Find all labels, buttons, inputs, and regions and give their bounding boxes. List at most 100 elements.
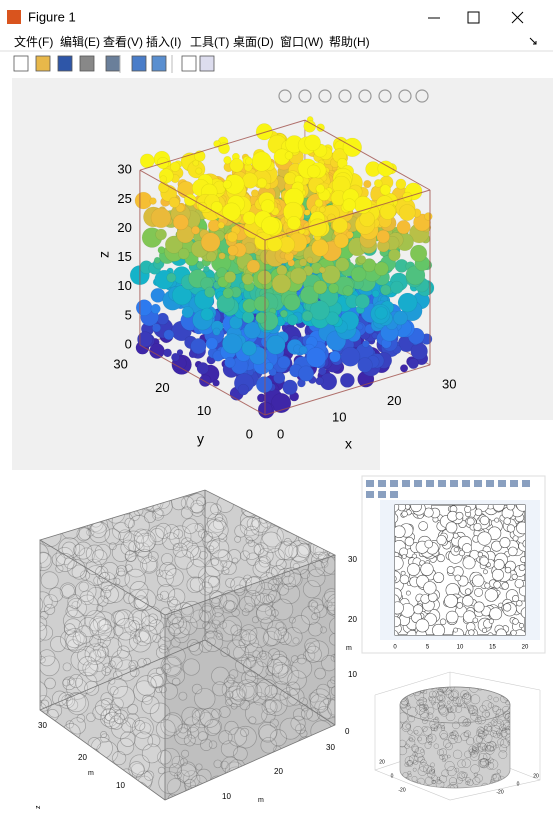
toolbar-button[interactable] — [131, 55, 147, 72]
axes-tool[interactable] — [318, 89, 332, 103]
sphere — [150, 207, 172, 229]
toolbar-button[interactable] — [79, 55, 95, 72]
bubble — [239, 633, 259, 653]
bubble — [298, 759, 310, 771]
bubble — [412, 751, 418, 757]
bubble — [465, 736, 475, 746]
bubble — [132, 610, 147, 625]
sphere — [192, 159, 200, 167]
sphere — [139, 153, 155, 169]
toolbar-button[interactable] — [13, 55, 29, 72]
bubble — [461, 702, 467, 709]
menu-item[interactable]: 桌面(D) — [233, 35, 274, 49]
axes-tool[interactable] — [415, 89, 429, 103]
section-circle — [455, 511, 464, 520]
toolbar-button[interactable] — [151, 55, 167, 72]
axes-tool[interactable] — [378, 89, 392, 103]
bubble — [422, 726, 433, 736]
tool-icon[interactable] — [378, 480, 386, 487]
bubble — [324, 786, 335, 797]
bubble — [78, 581, 89, 592]
bubble — [468, 748, 476, 756]
sphere — [361, 340, 370, 348]
section-circle — [495, 628, 507, 635]
bubble — [174, 771, 182, 780]
tool-icon[interactable] — [426, 480, 434, 487]
bubble — [61, 541, 77, 557]
section-circle — [415, 618, 430, 633]
bubble — [51, 784, 60, 792]
toolbar-button[interactable] — [35, 55, 51, 72]
tool-icon[interactable] — [390, 480, 398, 487]
toolbar-button[interactable] — [199, 55, 215, 72]
tool-icon[interactable] — [438, 480, 446, 487]
section-circle — [401, 554, 407, 559]
axes-tool[interactable] — [278, 89, 292, 103]
tool-icon[interactable] — [486, 480, 494, 487]
toolbar-button[interactable] — [105, 55, 121, 72]
toolbar-button[interactable] — [57, 55, 73, 72]
menu-item[interactable]: 查看(V) — [103, 35, 143, 49]
axes-tool[interactable] — [358, 89, 372, 103]
bubble — [49, 511, 58, 520]
tool-icon[interactable] — [474, 480, 482, 487]
sphere — [250, 189, 259, 198]
bubble — [240, 624, 258, 642]
bubble — [444, 761, 455, 772]
bubble — [302, 649, 316, 662]
bubble — [102, 762, 117, 777]
sphere — [410, 342, 428, 360]
bubble — [130, 763, 145, 777]
bubble — [218, 533, 228, 543]
axes-tool[interactable] — [398, 89, 412, 103]
tool-icon[interactable] — [390, 491, 398, 498]
tool-icon[interactable] — [522, 480, 530, 487]
tool-icon[interactable] — [366, 491, 374, 498]
section-circle — [516, 600, 523, 607]
section-circle — [395, 525, 406, 539]
bubble — [295, 785, 309, 800]
sphere — [200, 307, 214, 321]
bubble — [103, 711, 122, 730]
menu-item[interactable]: 工具(T) — [190, 35, 229, 49]
bubble — [190, 499, 205, 514]
tool-icon[interactable] — [498, 480, 506, 487]
bubble — [430, 762, 435, 768]
section-circle — [436, 534, 447, 546]
x-tick-label: 10 — [332, 410, 346, 425]
bubble — [255, 678, 278, 701]
bubble — [236, 679, 259, 702]
toolbar-button[interactable] — [181, 55, 197, 72]
dock-arrow[interactable] — [529, 37, 537, 45]
menu-item[interactable]: 编辑(E) — [60, 34, 100, 49]
bubble — [438, 786, 445, 788]
bubble — [224, 685, 247, 708]
tool-icon[interactable] — [402, 480, 410, 487]
tool-icon[interactable] — [510, 480, 518, 487]
tool-icon[interactable] — [378, 491, 386, 498]
maximize-button[interactable] — [467, 11, 480, 24]
menu-item[interactable]: 插入(I) — [146, 35, 181, 49]
menu-item[interactable]: 窗口(W) — [280, 35, 323, 49]
sphere — [153, 256, 161, 264]
menu-item[interactable]: 文件(F) — [14, 34, 53, 49]
bubble — [26, 555, 39, 568]
tool-icon[interactable] — [366, 480, 374, 487]
bubble — [40, 733, 49, 752]
bubble — [272, 650, 288, 666]
bubble — [235, 767, 254, 785]
tool-icon[interactable] — [450, 480, 458, 487]
sphere — [388, 248, 401, 262]
axes-tool[interactable] — [338, 89, 352, 103]
tool-icon[interactable] — [462, 480, 470, 487]
menu-item[interactable]: 帮助(H) — [329, 35, 370, 49]
bubble — [309, 780, 333, 800]
bubble — [148, 525, 168, 546]
tool-icon[interactable] — [414, 480, 422, 487]
section-circle — [464, 588, 472, 595]
section-circle — [481, 627, 488, 633]
close-button[interactable] — [511, 11, 524, 24]
bubble — [87, 777, 106, 797]
axes-tool[interactable] — [298, 89, 312, 103]
sphere — [271, 392, 292, 414]
